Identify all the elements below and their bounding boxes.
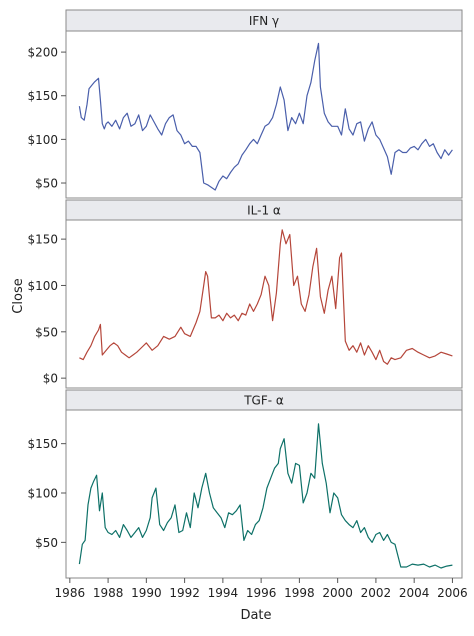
x-tick-label: 1998 [284,586,315,600]
x-axis-label: Date [240,608,271,623]
x-tick-label: 1986 [55,586,86,600]
panel-2: IL-1 α $0 $50 $100 $150 [27,199,463,389]
y-tick-label: $100 [27,133,58,147]
y-axis-label: Close [11,278,26,313]
x-tick-label: 2004 [399,586,430,600]
y-tick-label: $50 [35,536,58,550]
panel-title: TGF- α [243,394,284,408]
panel-plot-frame [65,219,463,389]
x-tick-label: 2000 [322,586,353,600]
x-tick-label: 1996 [246,586,277,600]
panel-title: IFN γ [249,14,279,28]
series-line-2 [79,229,453,365]
y-tick-label: $50 [35,177,58,191]
x-tick-label: 2002 [361,586,392,600]
x-tick-label: 1992 [169,586,200,600]
series-line-3 [78,423,453,569]
panel-title: IL-1 α [247,204,281,218]
panel-plot-frame [65,409,463,579]
x-tick-label: 2006 [437,586,468,600]
panel-1: IFN γ $50 $100 $150 $200 [27,9,463,199]
x-axis: 1986 1988 1990 1992 1994 1996 1998 2000 2002 2004… [55,578,468,600]
y-tick-label: $200 [27,46,58,60]
x-tick-label: 1994 [208,586,239,600]
y-tick-label: $50 [35,325,58,339]
y-tick-label: $100 [27,279,58,293]
y-tick-label: $150 [27,233,58,247]
panel-plot-frame [65,30,463,199]
y-tick-label: $0 [43,372,58,386]
y-tick-label: $100 [27,487,58,501]
x-tick-label: 1988 [93,586,124,600]
x-tick-label: 1990 [131,586,162,600]
y-tick-label: $150 [27,437,58,451]
y-tick-label: $150 [27,89,58,103]
series-line-1 [78,42,453,191]
panel-3: TGF- α $50 $100 $150 [27,389,463,579]
